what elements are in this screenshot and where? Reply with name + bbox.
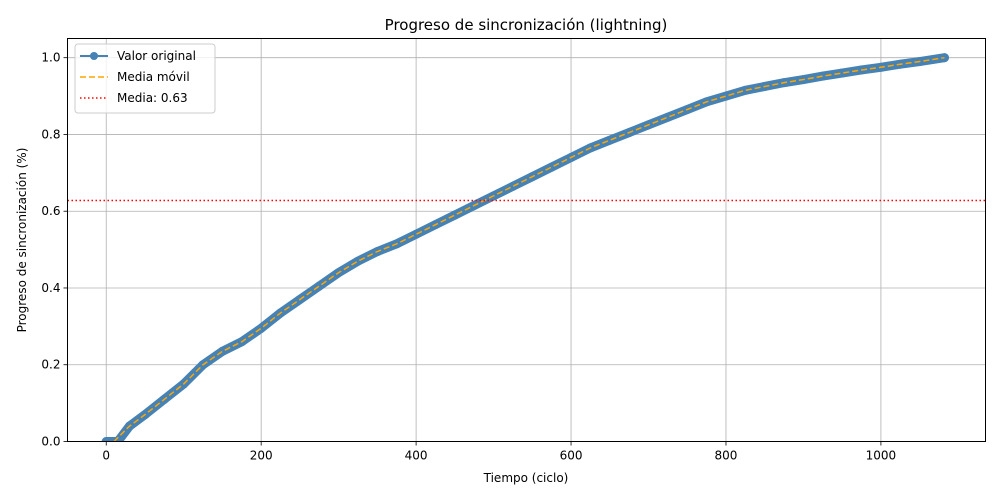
series-original-point: [721, 91, 731, 101]
axes-frame: [67, 38, 986, 442]
series-original-point: [450, 210, 460, 220]
y-tick-label: 0.4: [41, 281, 60, 295]
y-tick-label: 1.0: [41, 51, 60, 65]
x-tick-label: 400: [405, 449, 428, 463]
x-tick-label: 800: [715, 449, 738, 463]
x-tick-label: 600: [560, 449, 583, 463]
y-axis-label: Progreso de sincronización (%): [15, 148, 29, 333]
plot-area: [67, 53, 986, 442]
chart-title: Progreso de sincronización (lightning): [385, 16, 668, 34]
x-tick-label: 0: [102, 449, 110, 463]
y-axis: 0.0 0.2 0.4 0.6 0.8 1.0: [41, 51, 68, 449]
x-axis-label: Tiempo (ciclo): [483, 471, 569, 485]
series-original-point: [353, 256, 363, 266]
legend: Valor original Media móvil Media: 0.63: [74, 43, 216, 114]
legend-box: [74, 43, 216, 114]
x-tick-label: 200: [250, 449, 273, 463]
legend-label-mean: Media: 0.63: [117, 91, 188, 105]
series-original-point: [605, 135, 615, 145]
series-original-point: [314, 281, 324, 291]
series-original-point: [663, 112, 673, 122]
y-tick-label: 0.8: [41, 127, 60, 141]
y-tick-label: 0.0: [41, 435, 60, 449]
y-tick-label: 0.2: [41, 358, 60, 372]
series-original-point: [411, 229, 421, 239]
series-original-point: [217, 346, 227, 356]
series-original-point: [818, 71, 828, 81]
legend-label-original: Valor original: [117, 49, 196, 63]
x-axis: 0 200 400 600 800 1000: [102, 441, 897, 463]
y-tick-label: 0.6: [41, 204, 60, 218]
series-original-point: [508, 181, 518, 191]
series-original-point: [101, 437, 111, 442]
series-original-line: [101, 53, 949, 442]
series-moving-average-line: [113, 56, 945, 442]
series-original-point: [837, 68, 847, 78]
x-tick-label: 1000: [866, 449, 897, 463]
series-original-point: [547, 162, 557, 172]
legend-label-moving-average: Media móvil: [117, 70, 190, 84]
series-original-point: [740, 85, 750, 95]
legend-marker-original: [90, 52, 98, 60]
